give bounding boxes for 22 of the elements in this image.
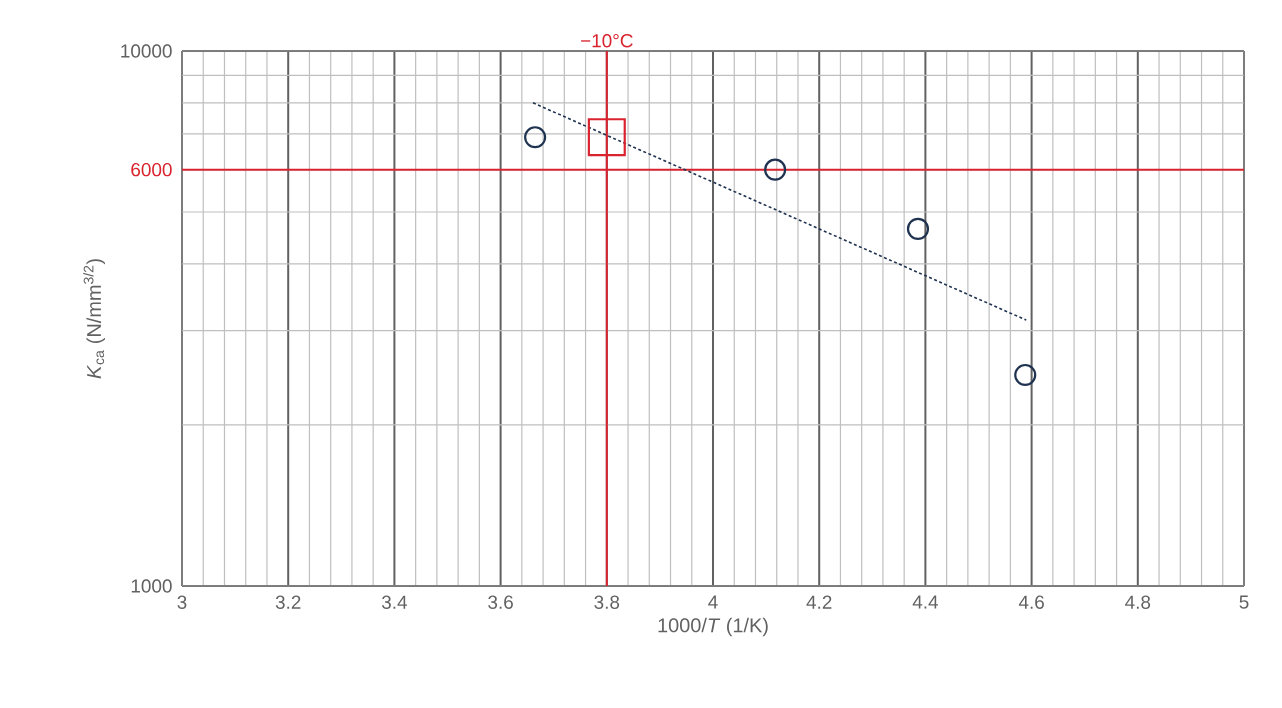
ref-line-label: 6000	[131, 162, 172, 177]
x-tick-label: 4.2	[806, 595, 832, 609]
x-axis-title: 1000/T (1/K)	[658, 617, 768, 637]
y-axis-title: K$_{ca}$ (N/mm$^{3/2}$)	[83, 259, 105, 379]
x-tick-label: 3	[177, 595, 187, 609]
x-tick-label: 3.2	[275, 595, 301, 609]
x-tick-label: 3.6	[488, 595, 513, 609]
y-tick-label: 10000	[121, 44, 172, 58]
point	[1014, 363, 1037, 387]
y-tick-label: 1000	[131, 579, 172, 593]
ref-line-label: −10°C	[581, 34, 633, 48]
x-tick-label: 4.6	[1018, 595, 1044, 609]
x-tick-label: 5	[1239, 595, 1249, 609]
point	[764, 158, 787, 181]
x-tick-label: 4.8	[1125, 595, 1151, 609]
x-tick-label: 3.4	[381, 595, 407, 609]
point	[587, 118, 626, 157]
point	[524, 126, 547, 149]
x-tick-label: 3.8	[594, 595, 620, 609]
x-tick-label: 4.4	[912, 595, 939, 609]
point	[906, 217, 930, 240]
x-tick-label: 4	[708, 595, 718, 609]
